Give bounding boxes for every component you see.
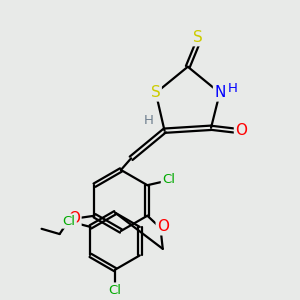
Text: Cl: Cl (109, 284, 122, 296)
Text: S: S (151, 85, 161, 100)
Text: S: S (193, 30, 203, 45)
Text: H: H (228, 82, 238, 95)
Text: N: N (214, 85, 226, 100)
Text: O: O (68, 211, 80, 226)
Text: H: H (144, 114, 154, 127)
Text: O: O (157, 219, 169, 234)
Text: O: O (235, 123, 247, 138)
Text: Cl: Cl (63, 214, 76, 228)
Text: Cl: Cl (162, 173, 175, 187)
